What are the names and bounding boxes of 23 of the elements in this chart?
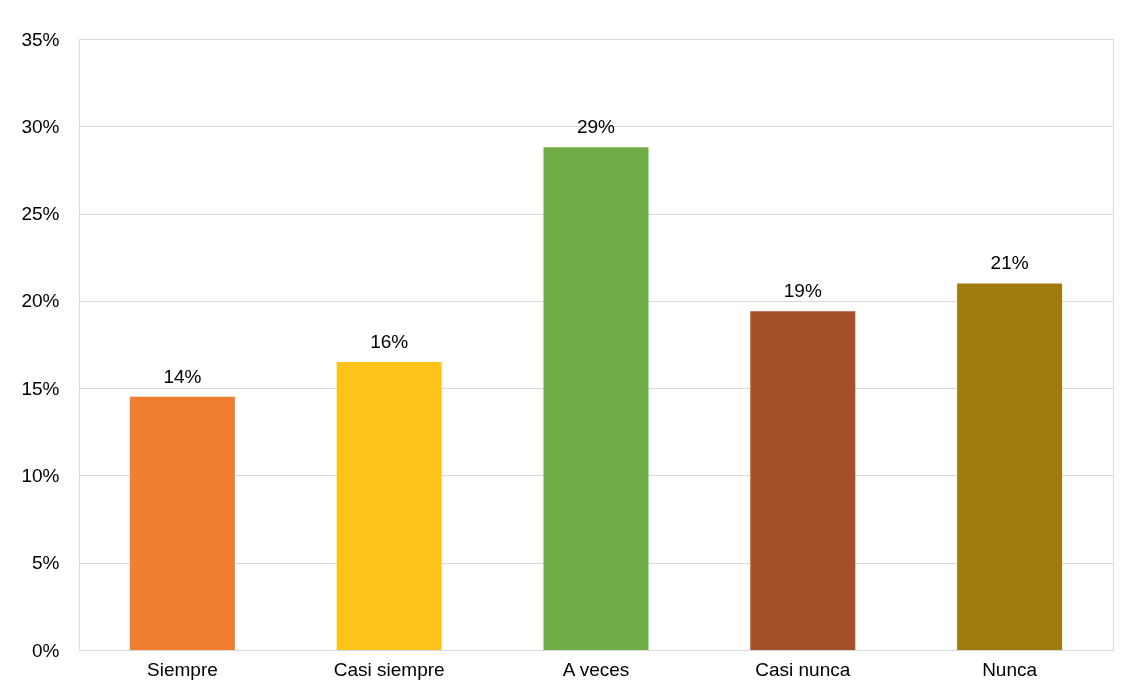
- y-tick-label: 35%: [21, 28, 60, 50]
- x-tick-label: Nunca: [982, 658, 1038, 680]
- y-tick-label: 5%: [32, 552, 60, 574]
- data-label: 29%: [576, 116, 616, 138]
- y-tick-label: 15%: [21, 377, 60, 399]
- y-tick-label: 20%: [21, 290, 60, 312]
- bar: [336, 361, 442, 650]
- bar: [957, 283, 1063, 650]
- x-tick-label: Casi siempre: [333, 658, 445, 680]
- bar: [543, 147, 649, 650]
- y-tick-label: 25%: [21, 203, 60, 225]
- y-tick-label: 0%: [32, 639, 60, 661]
- y-tick-label: 10%: [21, 464, 60, 486]
- data-label: 16%: [370, 330, 409, 352]
- data-label: 19%: [783, 280, 822, 302]
- data-label: 14%: [163, 365, 202, 387]
- data-label: 21%: [990, 252, 1029, 274]
- x-tick-label: Casi nunca: [755, 658, 851, 680]
- x-tick-label: Siempre: [147, 658, 218, 680]
- bar: [750, 311, 856, 650]
- x-tick-label: A veces: [562, 658, 630, 680]
- bar: [129, 396, 235, 650]
- y-tick-label: 30%: [21, 115, 60, 137]
